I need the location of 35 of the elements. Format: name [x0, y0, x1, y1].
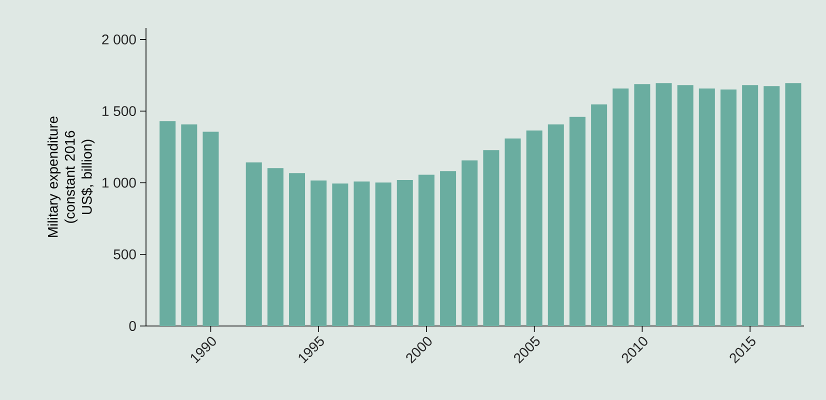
bar [698, 88, 715, 326]
y-tick-label: 500 [114, 249, 136, 260]
y-axis-title: Military expenditure (constant 2016 US$, billion) [48, 116, 95, 237]
bar [785, 83, 802, 326]
y-tick-label: 1 000 [102, 178, 136, 188]
y-tick-label: 2 000 [102, 34, 136, 44]
bar [246, 162, 262, 326]
bar [354, 181, 370, 326]
bar [720, 89, 736, 326]
bar [634, 84, 650, 326]
bar [526, 130, 542, 326]
bar [483, 150, 500, 326]
bar [267, 168, 284, 326]
bar [310, 180, 327, 326]
bar [418, 174, 434, 326]
bar [656, 83, 672, 326]
bar [396, 180, 413, 326]
bar [462, 160, 478, 326]
bar [764, 86, 780, 326]
bar [332, 183, 348, 326]
bar [202, 132, 219, 326]
bar [742, 85, 758, 326]
y-tick-label: 0 [129, 321, 136, 331]
bar [160, 121, 176, 326]
bar [677, 85, 694, 326]
bar [375, 182, 392, 326]
bar [504, 138, 521, 326]
bar [181, 124, 198, 326]
bar [591, 104, 608, 326]
bar [612, 88, 629, 326]
bar [548, 124, 564, 326]
bar [289, 173, 306, 326]
bar [569, 116, 586, 326]
y-tick-label: 1 500 [102, 106, 136, 116]
bar [440, 171, 456, 326]
